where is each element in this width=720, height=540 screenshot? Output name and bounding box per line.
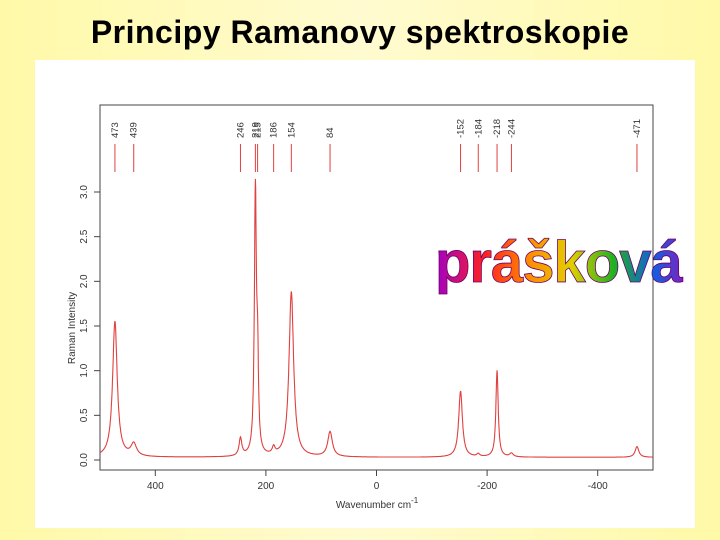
peak-marker-label: 215 <box>253 122 264 138</box>
raman-spectrum-chart: 400 200 0 -200 -400 0.0 0.5 1.0 1.5 2.0 2.5 3.0 473… <box>67 104 685 511</box>
peak-marker-label: 219 <box>250 122 261 138</box>
y-tick-label: 1.5 <box>79 319 90 333</box>
x-tick-label: -200 <box>477 481 497 492</box>
y-tick-label: 2.0 <box>79 274 90 288</box>
peak-marker-label: 439 <box>129 122 140 138</box>
peak-marker-label: -184 <box>473 119 484 138</box>
peak-marker-label: 186 <box>269 122 280 138</box>
x-tick-label: 400 <box>147 481 164 492</box>
y-tick-label: 0.0 <box>79 453 90 467</box>
peak-marker-label: 473 <box>110 122 121 138</box>
y-tick-label: 2.5 <box>79 229 90 243</box>
peak-marker-label: 154 <box>286 122 297 138</box>
y-axis-title: Raman Intensity <box>67 292 78 364</box>
x-tick-label: 0 <box>374 481 380 492</box>
chart-panel: 400 200 0 -200 -400 0.0 0.5 1.0 1.5 2.0 2.5 3.0 473… <box>35 60 695 528</box>
spectrum-line <box>99 178 653 458</box>
powder-watermark: prášková <box>435 230 683 295</box>
y-tick-label: 3.0 <box>79 185 90 199</box>
x-tick-label: -400 <box>588 481 608 492</box>
slide-title: Principy Ramanovy spektroskopie <box>90 14 630 50</box>
y-tick-label: 1.0 <box>79 363 90 377</box>
x-axis-title: Wavenumber cm-1 <box>336 496 419 511</box>
peak-marker-label: -218 <box>492 119 503 138</box>
peak-marker-label: 84 <box>325 127 336 138</box>
peak-marker-label: -471 <box>632 119 643 138</box>
peak-marker-label: 246 <box>235 122 246 138</box>
y-tick-label: 0.5 <box>79 408 90 422</box>
x-tick-label: 200 <box>258 481 275 492</box>
peak-marker-label: -152 <box>456 119 467 138</box>
peak-marker-label: -244 <box>506 119 517 138</box>
